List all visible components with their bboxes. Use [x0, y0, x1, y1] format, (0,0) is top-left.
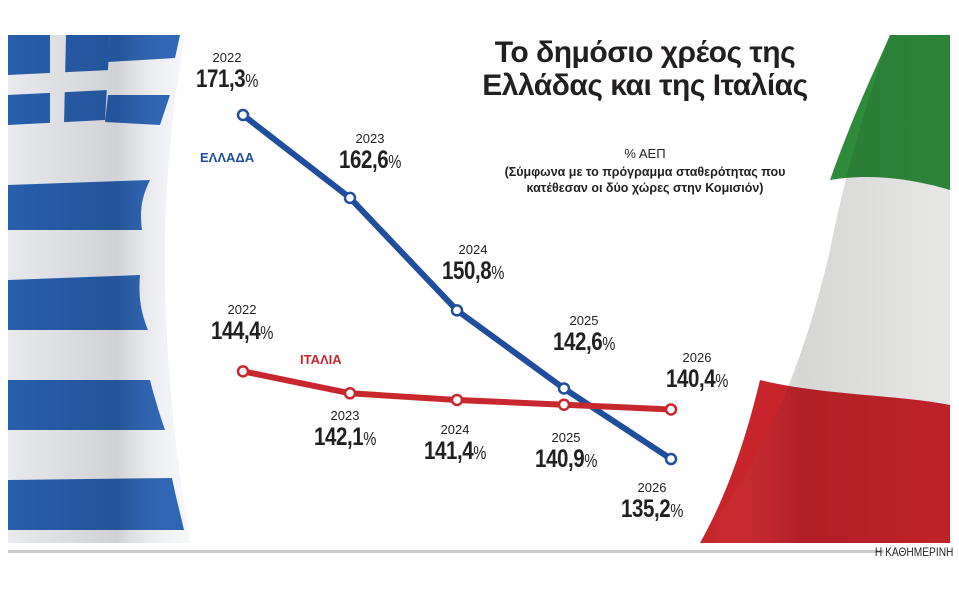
data-point — [664, 403, 678, 416]
value-label: 162,6% — [339, 146, 401, 174]
data-label: 2024 141,4% — [395, 422, 515, 466]
greek-flag-image — [8, 35, 190, 543]
year-label: 2026 — [682, 350, 712, 365]
data-point — [236, 108, 250, 122]
value-label: 142,6% — [553, 328, 615, 356]
year-label: 2023 — [355, 131, 385, 146]
data-point — [343, 387, 357, 400]
value-label: 171,3% — [196, 65, 258, 93]
data-point — [343, 191, 357, 205]
data-label: 2023 142,1% — [285, 408, 405, 452]
value-label: 140,4% — [666, 365, 728, 393]
data-point — [557, 382, 571, 395]
year-label: 2024 — [440, 422, 470, 437]
year-label: 2024 — [458, 242, 488, 257]
value-label: 144,4% — [211, 317, 273, 345]
data-point — [236, 365, 250, 378]
footer-rule — [8, 550, 884, 553]
value-label: 141,4% — [424, 437, 486, 465]
value-label: 150,8% — [442, 257, 504, 285]
year-label: 2025 — [551, 430, 581, 445]
source-credit: Η ΚΑΘΗΜΕΡΙΝΗ — [874, 545, 953, 559]
year-label: 2026 — [637, 480, 667, 495]
value-label: 135,2% — [621, 495, 683, 523]
data-point — [664, 452, 678, 466]
year-label: 2022 — [227, 302, 257, 317]
data-label: 2026 140,4% — [637, 350, 757, 394]
series-label-greece: ΕΛΛΑΔΑ — [200, 150, 255, 165]
data-point — [557, 398, 571, 411]
year-label: 2025 — [569, 313, 599, 328]
chart-note: (Σύμφωνα με το πρόγραμμα σταθερότητας πο… — [504, 165, 786, 195]
data-point — [450, 393, 464, 407]
data-label: 2022 144,4% — [182, 302, 302, 346]
year-label: 2023 — [330, 408, 360, 423]
year-label: 2022 — [212, 50, 242, 65]
data-label: 2025 142,6% — [524, 313, 644, 357]
italian-flag-image — [700, 35, 950, 543]
data-label: 2026 135,2% — [592, 480, 712, 524]
data-label: 2022 171,3% — [167, 50, 287, 94]
chart-title: Το δημόσιο χρέος της Ελλάδας και της Ιτα… — [482, 36, 808, 102]
value-label: 142,1% — [314, 423, 376, 451]
data-label: 2023 162,6% — [310, 131, 430, 175]
data-point — [450, 304, 464, 317]
series-label-italy: ΙΤΑΛΙΑ — [300, 352, 342, 367]
value-label: 140,9% — [535, 445, 597, 473]
data-label: 2024 150,8% — [413, 242, 533, 286]
chart-unit: % ΑΕΠ — [624, 146, 666, 161]
data-label: 2025 140,9% — [506, 430, 626, 474]
